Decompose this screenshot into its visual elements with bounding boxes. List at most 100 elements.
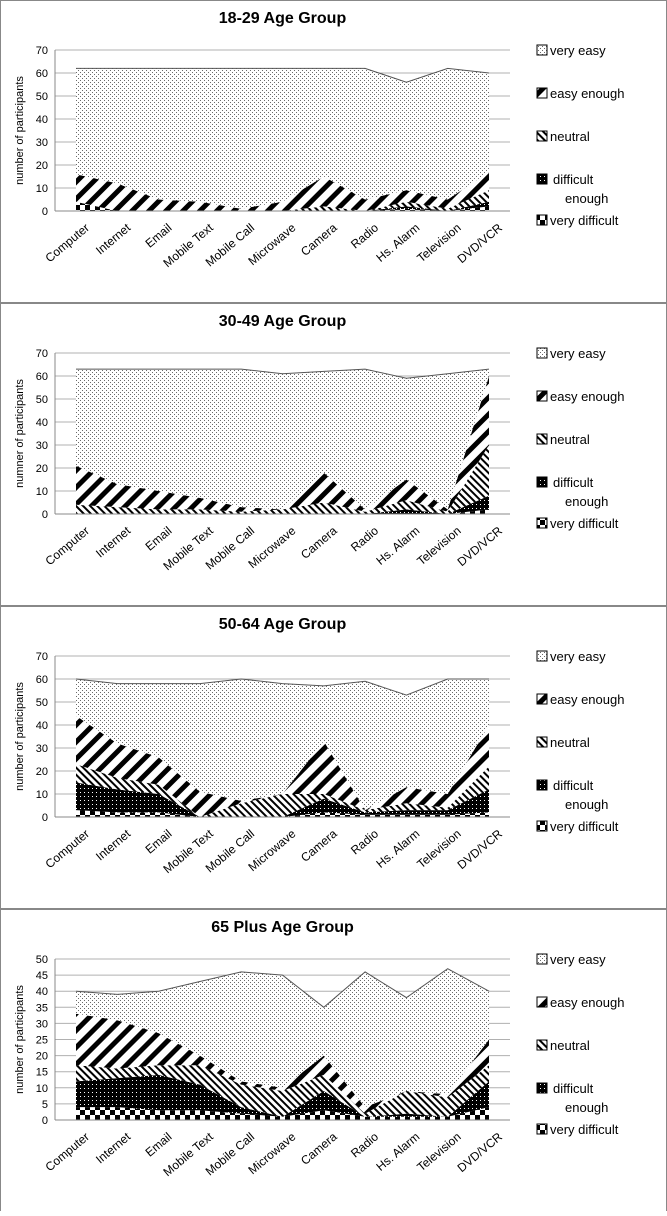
y-tick-label: 0 [42,206,48,218]
legend-swatch-neutral [536,1039,548,1051]
y-tick-label: 30 [36,440,48,452]
y-tick-label: 50 [36,697,48,709]
y-tick-label: 35 [36,1002,48,1014]
area-very-easy [76,369,489,510]
legend-label-neutral: neutral [550,1038,590,1053]
chart-title: 18-29 Age Group [219,10,347,27]
chart-panel-2: 30-49 Age Group 0 10 20 30 40 50 60 70 numner of … [0,303,667,606]
legend-swatch-difficult-enough [536,173,548,185]
area-neutral [76,764,489,817]
area-very-difficult [76,810,489,817]
y-tick-label: 40 [36,986,48,998]
chart-panel-3: 50-64 Age Group 0 10 20 30 40 50 60 70 number of … [0,606,667,909]
y-tick-label: 20 [36,1051,48,1063]
legend-label-easy-enough: easy enough [550,389,624,404]
area-very-easy [76,68,489,209]
legend-swatch-very-easy [536,953,548,965]
legend-swatch-easy-enough [536,87,548,99]
legend-label-easy-enough: easy enough [550,692,624,707]
y-axis-label: number of participants [14,682,26,791]
legend-label-very-difficult: very difficult [550,213,619,228]
legend-label-very-difficult: very difficult [550,516,619,531]
area-difficult-enough [76,782,489,817]
y-tick-label: 10 [36,1083,48,1095]
area-easy-enough [76,715,489,817]
y-tick-label: 50 [36,91,48,103]
y-tick-label: 5 [42,1099,48,1111]
area-very-easy [76,679,489,811]
y-tick-label: 45 [36,970,48,982]
legend-label-easy-enough: easy enough [550,86,624,101]
legend-label-difficult-enough: difficult enough [553,1081,608,1115]
y-tick-label: 20 [36,463,48,475]
y-tick-label: 70 [36,348,48,360]
area-easy-enough [76,1013,489,1114]
chart-panel-4: 65 Plus Age Group 0 5 10 15 20 25 30 35 40 45 50 num… [0,909,667,1212]
chart-title: 65 Plus Age Group [211,919,354,936]
y-tick-label: 40 [36,720,48,732]
y-tick-label: 40 [36,417,48,429]
chart-title: 30-49 Age Group [219,313,347,330]
legend-swatch-very-difficult [536,214,548,226]
y-tick-label: 10 [36,789,48,801]
chart-title: 50-64 Age Group [219,616,347,633]
legend-label-easy-enough: easy enough [550,995,624,1010]
y-tick-label: 40 [36,114,48,126]
stack-top-outline [76,67,490,83]
y-tick-label: 70 [36,45,48,57]
y-axis-label: number of participants [14,76,26,185]
legend-swatch-very-difficult [536,517,548,529]
stack-top-outline [76,368,490,379]
legend-label-difficult-enough: difficult enough [553,172,608,206]
legend-swatch-difficult-enough [536,1082,548,1094]
legend-swatch-easy-enough [536,693,548,705]
area-neutral [76,1065,489,1117]
y-tick-label: 70 [36,651,48,663]
legend-swatch-neutral [536,736,548,748]
y-tick-label: 25 [36,1035,48,1047]
y-tick-label: 60 [36,674,48,686]
legend-label-difficult-enough: difficult enough [553,475,608,509]
y-axis-label: numner of participants [14,379,26,488]
legend-swatch-very-easy [536,650,548,662]
legend-label-very-easy: very easy [550,649,606,664]
area-very-easy [76,968,489,1108]
y-tick-label: 50 [36,954,48,966]
legend-label-very-difficult: very difficult [550,1122,619,1137]
y-tick-label: 15 [36,1067,48,1079]
legend-label-neutral: neutral [550,735,590,750]
y-tick-label: 10 [36,183,48,195]
legend-swatch-very-difficult [536,820,548,832]
y-tick-label: 30 [36,743,48,755]
y-tick-label: 20 [36,766,48,778]
y-tick-label: 60 [36,371,48,383]
legend-label-difficult-enough: difficult enough [553,778,608,812]
area-easy-enough [76,376,489,512]
legend-swatch-very-difficult [536,1123,548,1135]
legend-swatch-difficult-enough [536,779,548,791]
y-tick-label: 30 [36,137,48,149]
y-axis-label: number of participants [14,985,26,1094]
chart-panel-1: 18-29 Age Group 0 10 20 30 40 50 60 70 number of … [0,0,667,303]
legend-swatch-very-easy [536,44,548,56]
stack-top-outline [75,968,490,1008]
legend-label-very-easy: very easy [550,952,606,967]
y-tick-label: 10 [36,486,48,498]
y-tick-label: 0 [42,1115,48,1127]
legend-label-very-easy: very easy [550,43,606,58]
y-tick-label: 30 [36,1018,48,1030]
y-tick-label: 0 [42,812,48,824]
y-tick-label: 50 [36,394,48,406]
legend-swatch-easy-enough [536,390,548,402]
legend-swatch-difficult-enough [536,476,548,488]
legend-swatch-neutral [536,433,548,445]
stack-top-outline [75,678,489,696]
y-tick-label: 0 [42,509,48,521]
legend-swatch-neutral [536,130,548,142]
y-tick-label: 60 [36,68,48,80]
area-difficult-enough [76,1074,489,1117]
y-tick-label: 20 [36,160,48,172]
area-easy-enough [76,171,489,211]
